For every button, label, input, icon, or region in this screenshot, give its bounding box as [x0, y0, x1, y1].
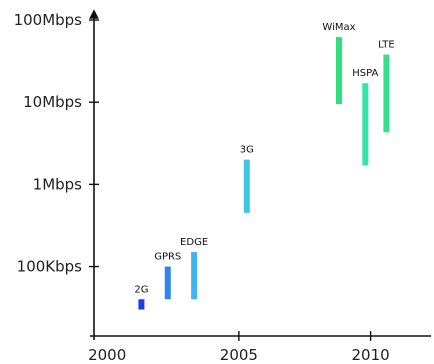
bar-hspa	[362, 83, 369, 166]
bar-lte	[383, 54, 390, 133]
y-tick-label: 100Kbps	[17, 258, 83, 276]
bar-edge	[191, 252, 198, 300]
x-axis-ticks: 2000 2005 2010	[88, 331, 390, 364]
bar-2g	[138, 299, 145, 310]
y-axis-ticks: 100Kbps 1Mbps 10Mbps 100Mbps	[14, 11, 99, 276]
x-tick-label: 2005	[220, 346, 258, 364]
bar-3g	[243, 159, 250, 213]
bar-label-lte: LTE	[378, 40, 395, 51]
bar-label-2g: 2G	[134, 284, 148, 295]
y-tick-label: 100Mbps	[14, 11, 83, 29]
bar-label-edge: EDGE	[180, 237, 208, 248]
x-tick-label: 2010	[351, 346, 389, 364]
bar-label-wimax: WiMax	[322, 22, 355, 33]
bars	[138, 37, 390, 310]
y-tick-label: 1Mbps	[33, 175, 83, 193]
x-tick-label: 2000	[88, 346, 126, 364]
y-tick-label: 10Mbps	[23, 93, 82, 111]
bar-label-3g: 3G	[240, 145, 254, 156]
bar-label-hspa: HSPA	[352, 68, 378, 79]
bar-label-gprs: GPRS	[154, 252, 181, 263]
bar-gprs	[164, 266, 171, 300]
bar-labels: 2G GPRS EDGE 3G WiMax HSPA LTE	[134, 22, 394, 295]
bar-wimax	[335, 37, 342, 105]
